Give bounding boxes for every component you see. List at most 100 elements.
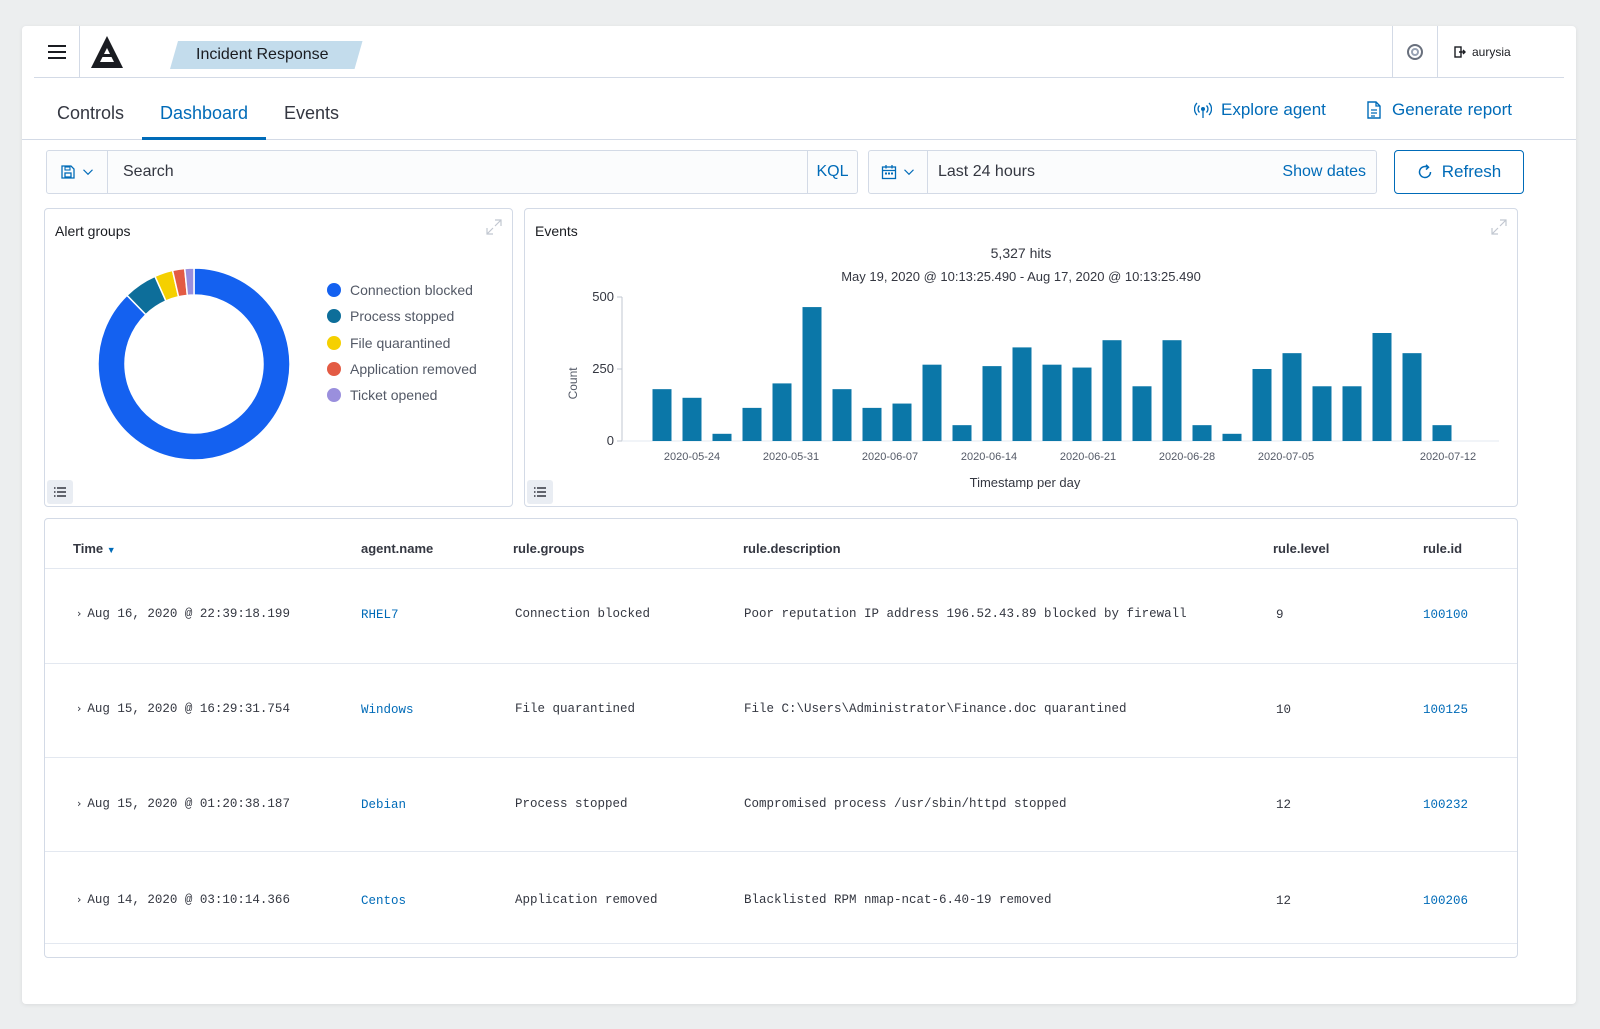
donut-slice	[97, 267, 291, 461]
user-menu[interactable]: aurysia	[1454, 26, 1511, 78]
alert-groups-legend: Connection blocked Process stopped File qu…	[327, 277, 477, 408]
sort-desc-icon[interactable]: ▼	[106, 545, 116, 555]
table-row[interactable]: › Aug 14, 2020 @ 03:10:14.366 Centos Appl…	[45, 851, 1517, 943]
x-tick-label: 2020-07-12	[1420, 451, 1476, 463]
event-bar	[1222, 433, 1242, 441]
cell-level: 12	[1276, 798, 1292, 812]
refresh-button[interactable]: Refresh	[1394, 150, 1524, 194]
event-bar	[1072, 367, 1092, 441]
search-input[interactable]	[109, 151, 809, 193]
x-tick-label: 2020-06-07	[862, 451, 918, 463]
x-tick-label: 2020-05-24	[664, 451, 720, 463]
event-bar	[1432, 425, 1452, 441]
breadcrumb[interactable]: Incident Response	[170, 41, 363, 69]
chevron-right-icon: ›	[77, 702, 82, 715]
legend-toggle-button[interactable]	[47, 480, 73, 504]
legend-item[interactable]: Process stopped	[327, 303, 477, 329]
tab-events[interactable]: Events	[284, 103, 340, 123]
expand-icon[interactable]	[1491, 219, 1507, 235]
column-header-description[interactable]: rule.description	[743, 541, 841, 556]
y-tick-label: 500	[592, 289, 614, 304]
hamburger-icon	[47, 51, 66, 53]
chevron-right-icon: ›	[77, 607, 82, 620]
legend-label: Process stopped	[350, 308, 455, 325]
legend-item[interactable]: File quarantined	[327, 330, 477, 356]
column-header-groups[interactable]: rule.groups	[513, 541, 585, 556]
show-dates-link[interactable]: Show dates	[1282, 163, 1366, 180]
event-bar	[682, 397, 702, 441]
legend-item[interactable]: Ticket opened	[327, 382, 477, 408]
help-button[interactable]	[1392, 26, 1438, 78]
date-range-text[interactable]: Last 24 hours	[938, 163, 1035, 180]
list-icon	[54, 487, 66, 497]
event-bar	[1012, 347, 1032, 441]
generate-report-button[interactable]: Generate report	[1365, 100, 1512, 120]
saved-query-button[interactable]	[47, 151, 108, 193]
column-header-time[interactable]: Time ▼	[73, 541, 116, 556]
explore-agent-button[interactable]: Explore agent	[1194, 100, 1326, 120]
cell-groups: Connection blocked	[515, 607, 651, 621]
event-bar	[952, 425, 972, 441]
generate-report-label: Generate report	[1392, 100, 1513, 119]
expand-row-toggle[interactable]: › Aug 15, 2020 @ 16:29:31.754	[77, 702, 290, 716]
cell-time: Aug 16, 2020 @ 22:39:18.199	[87, 607, 290, 621]
y-tick-label: 0	[607, 433, 614, 448]
chevron-down-icon	[904, 169, 914, 176]
chevron-down-icon	[83, 169, 93, 176]
tab-controls[interactable]: Controls	[57, 103, 125, 123]
event-bar	[1102, 340, 1122, 441]
table-row[interactable]: › Aug 15, 2020 @ 01:20:38.187 Debian Proc…	[45, 757, 1517, 851]
query-bar: KQL	[46, 150, 858, 194]
expand-row-toggle[interactable]: › Aug 15, 2020 @ 01:20:38.187	[77, 797, 290, 811]
events-date-range: May 19, 2020 @ 10:13:25.490 - Aug 17, 20…	[841, 269, 1201, 284]
legend-item[interactable]: Application removed	[327, 356, 477, 382]
cell-groups: Process stopped	[515, 797, 628, 811]
x-tick-label: 2020-06-21	[1060, 451, 1116, 463]
tab-bar: Controls Dashboard Events Explore agent …	[22, 78, 1576, 140]
cell-agent[interactable]: Debian	[361, 798, 407, 812]
list-icon	[534, 487, 546, 497]
cell-agent[interactable]: RHEL7	[361, 608, 399, 622]
app-logo[interactable]	[90, 34, 124, 70]
column-header-id[interactable]: rule.id	[1423, 541, 1463, 556]
cell-time: Aug 14, 2020 @ 03:10:14.366	[87, 893, 290, 907]
event-bar	[832, 389, 852, 441]
table-row[interactable]: › Aug 16, 2020 @ 22:39:18.199 RHEL7 Conne…	[45, 568, 1517, 663]
cell-groups: Application removed	[515, 893, 658, 907]
x-tick-label: 2020-05-31	[763, 451, 819, 463]
table-row[interactable]: › Aug 15, 2020 @ 16:29:31.754 Windows Fil…	[45, 663, 1517, 757]
event-bar	[742, 407, 762, 441]
cell-rule-id[interactable]: 100100	[1423, 608, 1469, 622]
alerts-table: Time ▼ agent.name rule.groups rule.descr…	[44, 518, 1518, 958]
legend-item[interactable]: Connection blocked	[327, 277, 477, 303]
menu-toggle-button[interactable]	[34, 26, 80, 78]
cell-agent[interactable]: Centos	[361, 894, 407, 908]
cell-description: Compromised process /usr/sbin/httpd stop…	[744, 797, 1067, 811]
legend-swatch	[327, 335, 341, 350]
tab-dashboard[interactable]: Dashboard	[142, 103, 267, 140]
x-tick-label: 2020-06-28	[1159, 451, 1215, 463]
event-bar	[772, 383, 792, 441]
event-bar	[1162, 340, 1182, 441]
kql-toggle[interactable]: KQL	[807, 151, 857, 193]
expand-row-toggle[interactable]: › Aug 16, 2020 @ 22:39:18.199	[77, 607, 290, 621]
legend-label: Connection blocked	[350, 282, 473, 299]
quick-select-button[interactable]	[869, 151, 928, 193]
column-header-agent[interactable]: agent.name	[361, 541, 434, 556]
refresh-label: Refresh	[1441, 162, 1502, 181]
cell-agent[interactable]: Windows	[361, 703, 414, 717]
y-tick-label: 250	[592, 361, 614, 376]
refresh-icon	[1418, 164, 1431, 179]
expand-icon[interactable]	[486, 219, 502, 235]
event-bar	[982, 366, 1002, 441]
legend-toggle-button[interactable]	[527, 480, 553, 504]
date-picker: Last 24 hours Show dates	[868, 150, 1377, 194]
column-header-level[interactable]: rule.level	[1273, 541, 1330, 556]
cell-rule-id[interactable]: 100232	[1423, 798, 1469, 812]
cell-rule-id[interactable]: 100125	[1423, 703, 1469, 717]
expand-row-toggle[interactable]: › Aug 14, 2020 @ 03:10:14.366	[77, 893, 290, 907]
logout-icon	[1454, 46, 1466, 58]
app-window: Incident Response aurysia Controls Dashb…	[22, 26, 1576, 1004]
cell-level: 10	[1276, 703, 1292, 717]
cell-rule-id[interactable]: 100206	[1423, 894, 1469, 908]
